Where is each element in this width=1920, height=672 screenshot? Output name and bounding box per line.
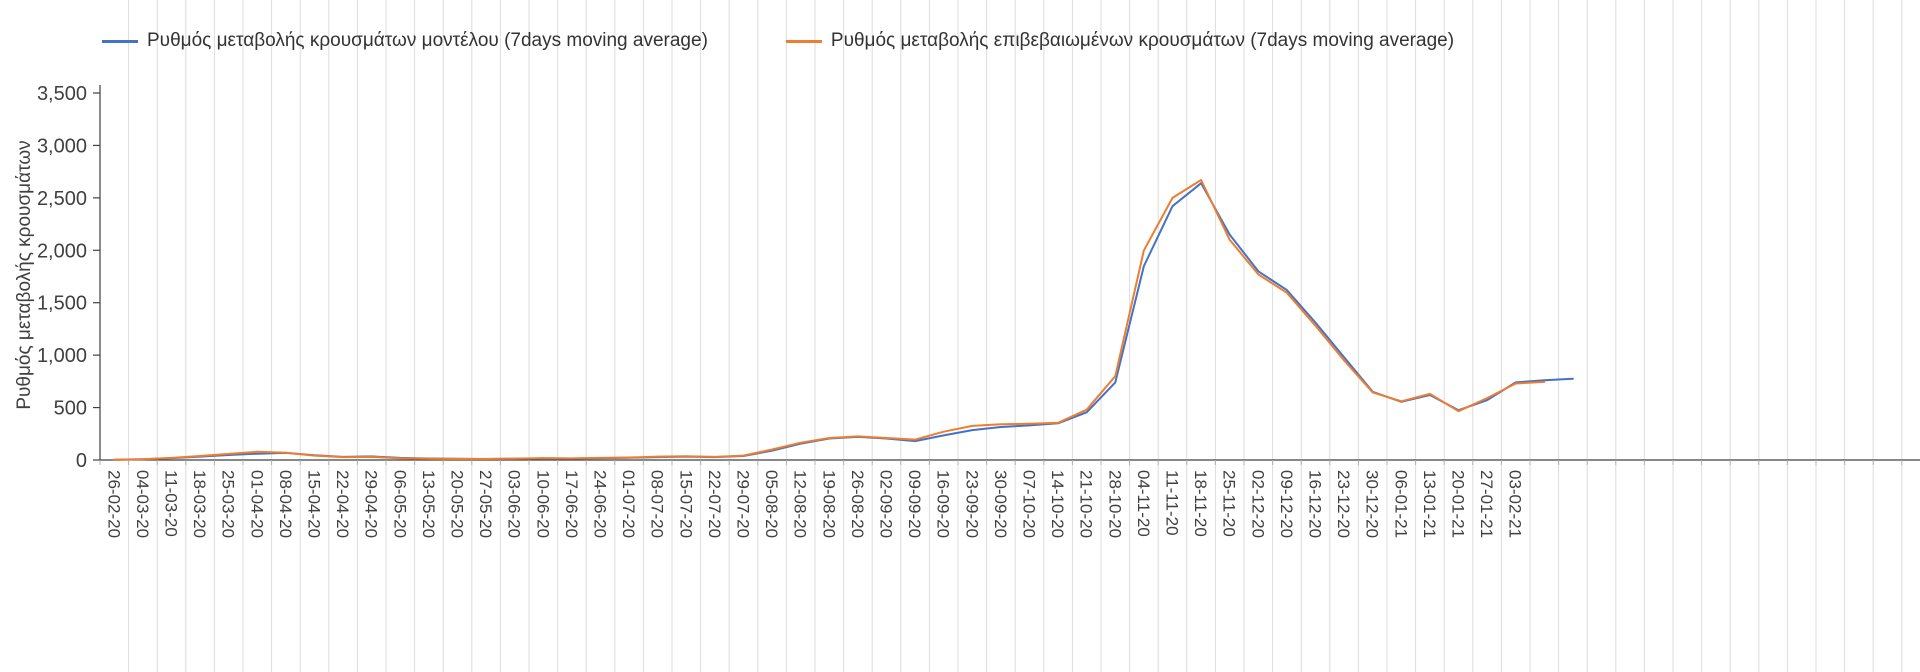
svg-text:06-01-21: 06-01-21	[1391, 470, 1410, 538]
x-axis-ticks	[99, 460, 1903, 465]
x-axis-labels: 26-02-20 04-03-20 11-03-20 18-03-20 25-03-20…	[104, 470, 1524, 538]
svg-text:29-04-20: 29-04-20	[362, 470, 381, 538]
y-axis-title: Ρυθμός μεταβολής κρουσμάτων	[14, 140, 35, 410]
svg-text:03-02-21: 03-02-21	[1506, 470, 1525, 538]
svg-text:02-09-20: 02-09-20	[877, 470, 896, 538]
svg-text:16-12-20: 16-12-20	[1306, 470, 1325, 538]
svg-text:05-08-20: 05-08-20	[762, 470, 781, 538]
svg-text:30-09-20: 30-09-20	[991, 470, 1010, 538]
svg-text:13-01-21: 13-01-21	[1420, 470, 1439, 538]
svg-text:09-09-20: 09-09-20	[905, 470, 924, 538]
svg-text:27-05-20: 27-05-20	[476, 470, 495, 538]
svg-text:1,000: 1,000	[37, 345, 87, 367]
model-series-label: Ρυθμός μεταβολής κρουσμάτων μοντέλου (7d…	[147, 30, 708, 51]
svg-text:26-08-20: 26-08-20	[848, 470, 867, 538]
svg-text:08-04-20: 08-04-20	[276, 470, 295, 538]
svg-text:04-11-20: 04-11-20	[1134, 470, 1153, 537]
svg-text:23-12-20: 23-12-20	[1334, 470, 1353, 538]
svg-text:18-11-20: 18-11-20	[1191, 470, 1210, 537]
svg-text:20-01-21: 20-01-21	[1449, 470, 1468, 538]
svg-text:29-07-20: 29-07-20	[734, 470, 753, 538]
svg-text:0: 0	[76, 450, 87, 472]
svg-text:1,500: 1,500	[37, 293, 87, 315]
svg-text:08-07-20: 08-07-20	[648, 470, 667, 538]
svg-text:17-06-20: 17-06-20	[562, 470, 581, 538]
svg-text:09-12-20: 09-12-20	[1277, 470, 1296, 538]
svg-text:13-05-20: 13-05-20	[419, 470, 438, 538]
svg-text:2,500: 2,500	[37, 188, 87, 210]
svg-text:15-07-20: 15-07-20	[676, 470, 695, 538]
svg-text:22-04-20: 22-04-20	[333, 470, 352, 538]
svg-text:19-08-20: 19-08-20	[819, 470, 838, 538]
svg-text:2,000: 2,000	[37, 240, 87, 262]
svg-text:500: 500	[54, 398, 87, 420]
svg-text:04-03-20: 04-03-20	[133, 470, 152, 538]
svg-text:12-08-20: 12-08-20	[791, 470, 810, 538]
svg-text:01-04-20: 01-04-20	[247, 470, 266, 538]
svg-text:11-11-20: 11-11-20	[1163, 470, 1182, 536]
legend-item-model: Ρυθμός μεταβολής κρουσμάτων μοντέλου (7d…	[102, 30, 708, 52]
svg-text:22-07-20: 22-07-20	[705, 470, 724, 538]
svg-text:23-09-20: 23-09-20	[962, 470, 981, 538]
gridlines	[128, 0, 1903, 672]
svg-text:24-06-20: 24-06-20	[591, 470, 610, 538]
svg-text:18-03-20: 18-03-20	[190, 470, 209, 538]
axes	[99, 85, 1920, 461]
svg-text:14-10-20: 14-10-20	[1048, 470, 1067, 538]
legend-item-confirmed: Ρυθμός μεταβολής επιβεβαιωμένων κρουσμάτ…	[785, 30, 1455, 52]
svg-text:25-11-20: 25-11-20	[1220, 470, 1239, 537]
legend: Ρυθμός μεταβολής κρουσμάτων μοντέλου (7d…	[102, 30, 1454, 52]
svg-text:3,000: 3,000	[37, 135, 87, 157]
svg-text:11-03-20: 11-03-20	[162, 470, 181, 537]
svg-text:28-10-20: 28-10-20	[1105, 470, 1124, 538]
confirmed-series-line	[113, 179, 1546, 461]
confirmed-series-swatch	[785, 39, 822, 43]
y-axis-ticks: 0 500 1,000 1,500 2,000 2,500 3,000 3,500	[37, 83, 100, 472]
confirmed-series-label: Ρυθμός μεταβολής επιβεβαιωμένων κρουσμάτ…	[830, 30, 1455, 51]
svg-text:16-09-20: 16-09-20	[934, 470, 953, 538]
svg-text:30-12-20: 30-12-20	[1363, 470, 1382, 538]
svg-text:15-04-20: 15-04-20	[305, 470, 324, 538]
svg-text:03-06-20: 03-06-20	[505, 470, 524, 538]
svg-text:21-10-20: 21-10-20	[1077, 470, 1096, 538]
svg-text:27-01-21: 27-01-21	[1477, 470, 1496, 538]
model-series-swatch	[102, 39, 138, 43]
svg-text:26-02-20: 26-02-20	[104, 470, 123, 538]
svg-text:10-06-20: 10-06-20	[533, 470, 552, 538]
svg-text:25-03-20: 25-03-20	[219, 470, 238, 538]
svg-text:01-07-20: 01-07-20	[619, 470, 638, 538]
svg-text:20-05-20: 20-05-20	[448, 470, 467, 538]
svg-text:06-05-20: 06-05-20	[390, 470, 409, 538]
svg-text:07-10-20: 07-10-20	[1020, 470, 1039, 538]
svg-text:02-12-20: 02-12-20	[1248, 470, 1267, 538]
svg-text:3,500: 3,500	[37, 83, 87, 105]
